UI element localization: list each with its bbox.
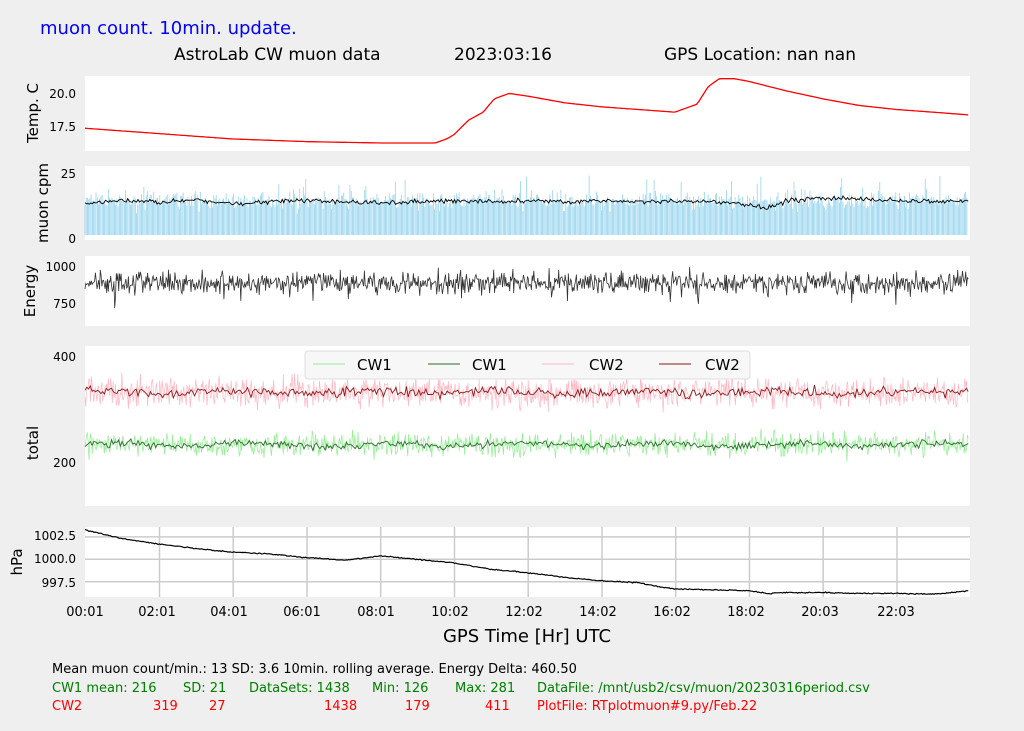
xtick-02-01: 02:01 xyxy=(138,605,175,620)
chart-title: AstroLab CW muon data xyxy=(174,45,381,65)
temp-tick-20-0: 20.0 xyxy=(49,87,76,101)
footer-summary: Mean muon count/min.: 13 SD: 3.6 10min. … xyxy=(52,662,577,677)
temperature-panel xyxy=(85,76,970,151)
chart-figure: CW1 CW1 CW2 CW2 Temp. C muon cpm Energy … xyxy=(8,76,970,647)
xtick-20-03: 20:03 xyxy=(801,605,838,620)
xtick-22-03: 22:03 xyxy=(877,605,914,620)
plot-file: PlotFile: RTplotmuon#9.py/Feb.22 xyxy=(537,699,758,714)
temperature-line xyxy=(84,78,969,144)
xtick-08-01: 08:01 xyxy=(357,605,394,620)
total-tick-200: 200 xyxy=(53,456,76,470)
cw2-mean: 319 xyxy=(153,699,178,714)
xlabel: GPS Time [Hr] UTC xyxy=(443,626,611,647)
legend-box xyxy=(304,350,751,380)
temp-tick-17-5: 17.5 xyxy=(49,120,76,134)
energy-panel xyxy=(85,256,970,326)
xtick-10-02: 10:02 xyxy=(431,605,468,620)
cw1-sd: SD: 21 xyxy=(183,681,227,696)
pressure-tick-997-5: 997.5 xyxy=(42,576,76,590)
legend-label-cw1-avg: CW1 xyxy=(472,356,507,374)
cw1-average-line xyxy=(84,438,969,452)
legend-label-cw2-raw: CW2 xyxy=(589,356,624,374)
update-note: muon count. 10min. update. xyxy=(40,18,297,39)
muon-average-line xyxy=(84,195,969,210)
footer-cw1-row: CW1 mean: 216 SD: 21 DataSets: 1438 Min:… xyxy=(52,681,952,697)
cw2-average-line xyxy=(84,384,969,401)
cw1-mean: CW1 mean: 216 xyxy=(52,681,157,696)
temperature-ylabel: Temp. C xyxy=(24,83,42,144)
total-legend: CW1 CW1 CW2 CW2 xyxy=(304,350,751,380)
xtick-16-02: 16:02 xyxy=(653,605,690,620)
cw2-sd: 27 xyxy=(209,699,226,714)
cw2-label: CW2 xyxy=(52,699,83,714)
energy-tick-1000: 1000 xyxy=(45,260,76,274)
pressure-grid xyxy=(85,527,970,597)
footer-cw2-row: CW2 319 27 1438 179 411 PlotFile: RTplot… xyxy=(52,699,952,715)
chart-date: 2023:03:16 xyxy=(454,45,552,65)
xtick-14-02: 14:02 xyxy=(579,605,616,620)
energy-ylabel: Energy xyxy=(21,265,39,318)
cw2-max: 411 xyxy=(485,699,510,714)
energy-tick-750: 750 xyxy=(53,297,76,311)
pressure-line xyxy=(84,529,969,596)
xtick-18-02: 18:02 xyxy=(727,605,764,620)
cw1-min: Min: 126 xyxy=(372,681,429,696)
muon-tick-0: 0 xyxy=(68,232,76,246)
xtick-12-02: 12:02 xyxy=(505,605,542,620)
total-tick-400: 400 xyxy=(53,350,76,364)
total-ylabel: total xyxy=(24,426,42,460)
cw2-min: 179 xyxy=(405,699,430,714)
legend-label-cw1-raw: CW1 xyxy=(357,356,392,374)
pressure-tick-1000-0: 1000.0 xyxy=(34,552,76,566)
cw1-datasets: DataSets: 1438 xyxy=(249,681,350,696)
xtick-00-01: 00:01 xyxy=(66,605,103,620)
xtick-04-01: 04:01 xyxy=(210,605,247,620)
muon-bars xyxy=(84,175,968,235)
gps-location: GPS Location: nan nan xyxy=(664,45,856,65)
muon-ylabel: muon cpm xyxy=(34,163,52,243)
energy-line xyxy=(84,267,969,309)
pressure-ylabel: hPa xyxy=(8,548,26,575)
legend-label-cw2-avg: CW2 xyxy=(705,356,740,374)
cw1-max: Max: 281 xyxy=(455,681,516,696)
cw2-datasets: 1438 xyxy=(324,699,358,714)
pressure-tick-1002-5: 1002.5 xyxy=(34,529,76,543)
cw1-raw-line xyxy=(84,428,969,462)
xtick-06-01: 06:01 xyxy=(283,605,320,620)
data-file: DataFile: /mnt/usb2/csv/muon/20230316per… xyxy=(537,681,870,696)
muon-tick-25: 25 xyxy=(61,167,76,181)
